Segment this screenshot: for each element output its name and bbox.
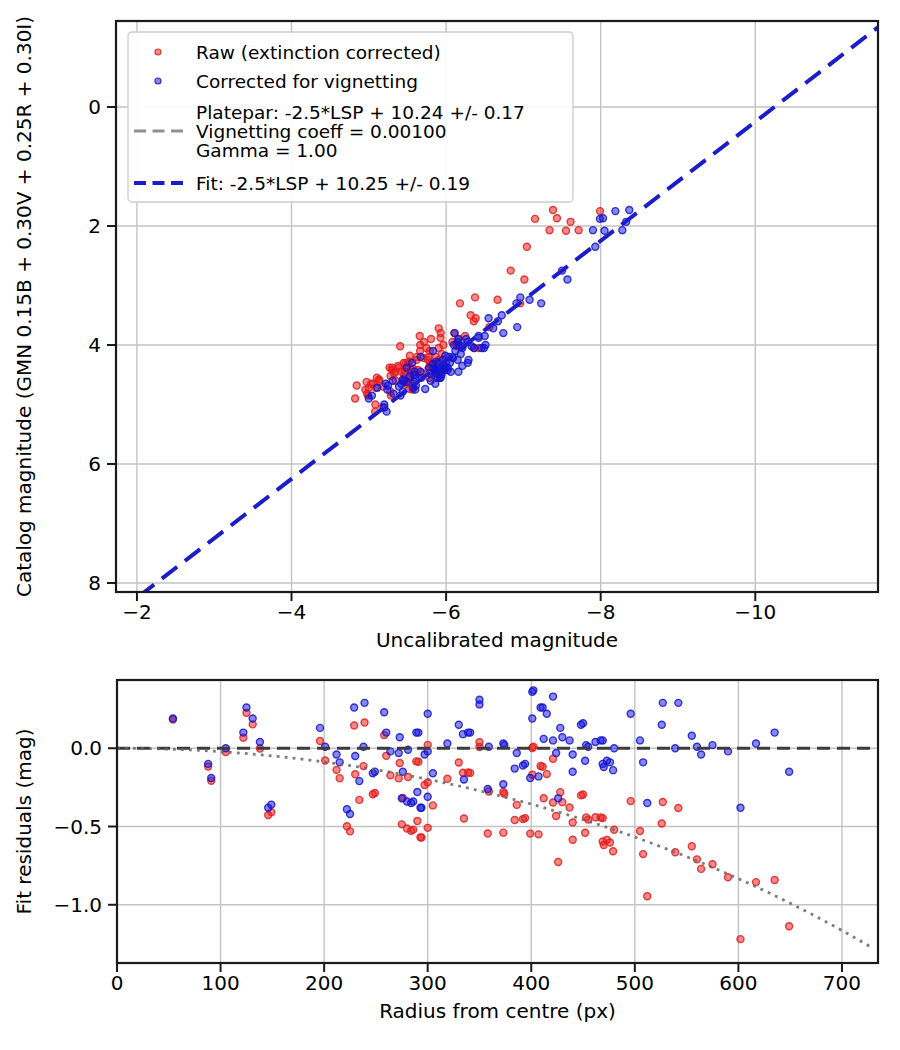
top-xaxis-label: Uncalibrated magnitude xyxy=(376,628,618,652)
x-tick-label: −8 xyxy=(586,600,615,624)
vignetting-model-curve xyxy=(117,748,873,948)
legend-platepar-line1: Platepar: -2.5*LSP + 10.24 +/- 0.17 xyxy=(196,102,525,123)
y-tick-label: 6 xyxy=(88,452,101,476)
x-tick-label: −10 xyxy=(734,600,776,624)
x-tick-label: 0 xyxy=(111,971,124,995)
x-tick-label: 100 xyxy=(201,971,239,995)
y-tick-label: 8 xyxy=(88,571,101,595)
grid xyxy=(117,680,878,963)
x-tick-label: −4 xyxy=(277,600,306,624)
y-tick-label: 0 xyxy=(88,95,101,119)
bottom-plot: 0 100 200 300 400 500 600 700 0.0 −0.5 −1.0 Radius … xyxy=(12,680,878,1023)
legend: Raw (extinction corrected) Corrected for … xyxy=(128,32,573,202)
y-tick-label: 0.0 xyxy=(70,736,102,760)
legend-platepar-line3: Gamma = 1.00 xyxy=(196,140,338,161)
x-tick-label: 500 xyxy=(616,971,654,995)
y-tick-label: −1.0 xyxy=(53,893,102,917)
bottom-xaxis-label: Radius from centre (px) xyxy=(379,999,616,1023)
legend-corrected-label: Corrected for vignetting xyxy=(196,71,418,92)
axes-spines xyxy=(117,680,878,963)
legend-raw-label: Raw (extinction corrected) xyxy=(196,42,441,63)
y-tick-label: 4 xyxy=(88,333,101,357)
x-tick-label: 700 xyxy=(823,971,861,995)
x-tick-label: −6 xyxy=(431,600,460,624)
x-tick-label: 300 xyxy=(409,971,447,995)
corrected-points-bottom xyxy=(169,687,792,818)
top-yaxis-label: Catalog magnitude (GMN 0.15B + 0.30V + 0… xyxy=(12,16,36,597)
y-tick-label: −0.5 xyxy=(53,815,102,839)
calibration-figure: −2 −4 −6 −8 −10 0 2 4 6 8 Uncalibrated magnitude Ca… xyxy=(0,0,900,1050)
y-tick-label: 2 xyxy=(88,214,101,238)
corrected-points-top xyxy=(365,206,632,415)
x-tick-label: 400 xyxy=(512,971,550,995)
legend-platepar-line2: Vignetting coeff = 0.00100 xyxy=(196,121,447,142)
legend-fit-label: Fit: -2.5*LSP + 10.25 +/- 0.19 xyxy=(196,173,470,194)
x-tick-label: −2 xyxy=(122,600,151,624)
bottom-yaxis-label: Fit residuals (mag) xyxy=(12,729,36,915)
ticks: 0 100 200 300 400 500 600 700 0.0 −0.5 −1.0 xyxy=(53,736,861,995)
x-tick-label: 200 xyxy=(305,971,343,995)
figure-canvas: −2 −4 −6 −8 −10 0 2 4 6 8 Uncalibrated magnitude Ca… xyxy=(0,0,900,1050)
x-tick-label: 600 xyxy=(719,971,757,995)
